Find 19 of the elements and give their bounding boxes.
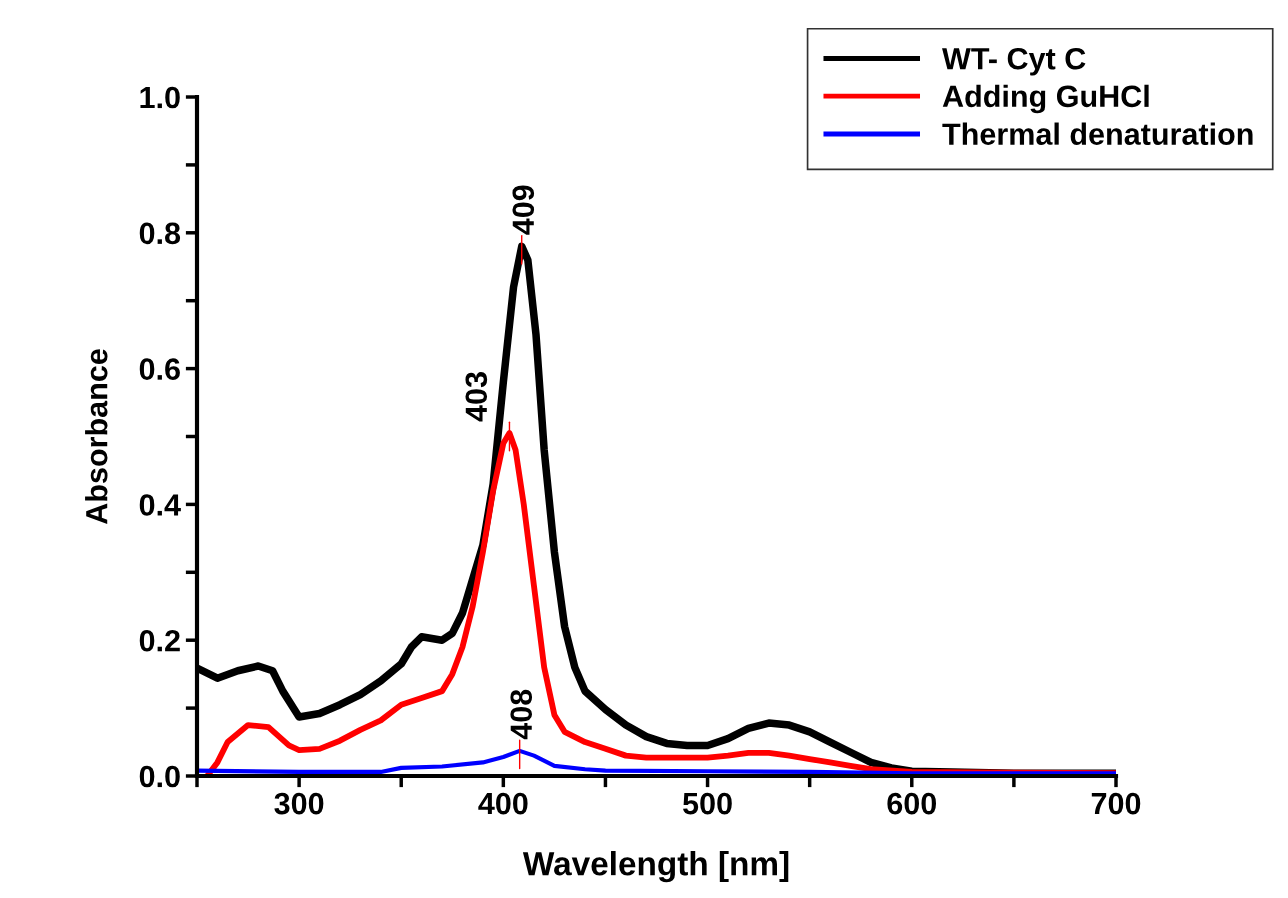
x-tick-label: 400 xyxy=(478,792,528,815)
legend-label: Adding GuHCl xyxy=(942,84,1149,114)
annotation: 409 xyxy=(512,185,535,235)
y-tick-label: 0.8 xyxy=(139,222,181,245)
x-tick-label: 500 xyxy=(683,792,732,815)
y-tick-label: 0.2 xyxy=(139,629,180,652)
x-tick-label: 300 xyxy=(274,792,324,815)
legend-label: Thermal denaturation xyxy=(942,122,1253,145)
x-axis-title: Wavelength [nm] xyxy=(522,851,789,883)
y-tick-label: 1.0 xyxy=(140,86,180,109)
y-tick-label: 0.4 xyxy=(139,494,181,516)
y-axis-title: Absorbance xyxy=(85,349,108,525)
y-tick-label: 0.6 xyxy=(139,358,180,380)
x-tick-label: 700 xyxy=(1091,792,1141,815)
x-tick-label: 600 xyxy=(887,792,937,815)
y-tick-label: 0.0 xyxy=(139,765,180,788)
legend-label: WT- Cyt C xyxy=(942,47,1086,76)
annotation: 408 xyxy=(510,689,533,740)
annotation: 403 xyxy=(465,372,488,422)
